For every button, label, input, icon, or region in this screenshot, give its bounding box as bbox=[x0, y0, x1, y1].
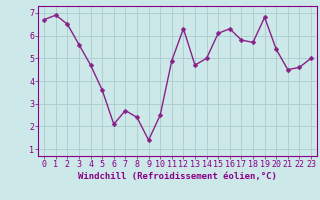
X-axis label: Windchill (Refroidissement éolien,°C): Windchill (Refroidissement éolien,°C) bbox=[78, 172, 277, 181]
